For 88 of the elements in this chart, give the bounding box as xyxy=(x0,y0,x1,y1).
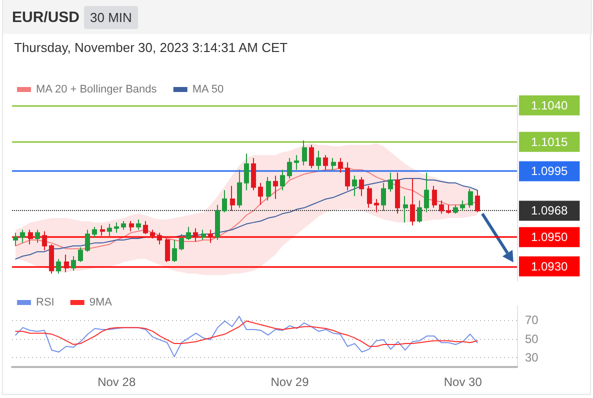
candlestick xyxy=(193,228,198,242)
candlestick xyxy=(294,154,299,170)
candlestick xyxy=(316,150,321,170)
candlestick xyxy=(280,169,285,191)
candlestick xyxy=(403,196,408,223)
candlestick xyxy=(446,204,451,214)
candlestick xyxy=(251,158,256,191)
candlestick xyxy=(345,162,350,191)
candlestick xyxy=(20,229,25,244)
candlestick xyxy=(230,185,235,212)
candlestick xyxy=(121,220,126,230)
y-tick-label: 30 xyxy=(525,350,539,365)
candlestick xyxy=(417,200,422,223)
candlestick xyxy=(136,219,141,230)
candlestick xyxy=(85,229,90,252)
candlestick xyxy=(302,140,307,166)
legend-label: 9MA xyxy=(89,296,113,308)
legend-label: RSI xyxy=(36,296,54,308)
legend-label: MA 50 xyxy=(192,84,224,96)
candlestick xyxy=(222,190,227,213)
candlestick xyxy=(179,234,184,251)
candlestick xyxy=(13,232,18,246)
candlestick xyxy=(244,153,249,191)
x-tick-label: Nov 30 xyxy=(444,375,482,389)
candlestick xyxy=(374,198,379,213)
candlestick xyxy=(42,230,47,251)
candlestick xyxy=(395,172,400,214)
candlestick xyxy=(208,229,213,244)
candlestick xyxy=(64,254,69,273)
legend-label: MA 20 + Bollinger Bands xyxy=(36,84,158,96)
line-series xyxy=(15,316,478,358)
candlestick xyxy=(258,182,263,206)
candlestick xyxy=(35,229,40,244)
candlestick xyxy=(367,185,372,208)
candlestick xyxy=(49,244,54,274)
y-tick-label: 1.0995 xyxy=(531,164,568,178)
candlestick xyxy=(432,185,437,208)
candlestick xyxy=(266,176,271,201)
y-tick-label: 1.1015 xyxy=(531,134,568,149)
chart-subtitle: Thursday, November 30, 2023 3:14:31 AM CET xyxy=(14,40,288,55)
text: 30 MIN xyxy=(84,6,138,29)
candlestick xyxy=(309,144,314,169)
candlestick xyxy=(338,158,343,174)
candlestick xyxy=(143,220,148,235)
candlestick xyxy=(439,200,444,214)
candlestick xyxy=(100,224,105,236)
candlestick xyxy=(388,172,393,192)
candlestick xyxy=(352,175,357,197)
x-tick-label: Nov 29 xyxy=(270,375,310,389)
candlestick xyxy=(468,188,473,208)
line-series xyxy=(15,168,478,250)
candlestick xyxy=(359,176,364,197)
candlestick xyxy=(323,154,328,170)
candlestick xyxy=(157,232,162,245)
candlestick xyxy=(56,258,61,274)
y-tick-label: 1.0930 xyxy=(531,259,568,274)
candlestick xyxy=(186,226,191,241)
candlestick xyxy=(129,220,134,232)
line-series xyxy=(15,320,478,347)
y-tick-label: 1.1040 xyxy=(531,98,568,112)
candlestick xyxy=(287,158,292,180)
candlestick xyxy=(215,204,220,241)
y-tick-label: 1.0968 xyxy=(531,204,568,218)
y-tick-label: 70 xyxy=(525,313,539,328)
y-tick-label: 50 xyxy=(525,332,539,346)
line-series xyxy=(15,178,478,260)
candlestick xyxy=(78,246,83,262)
candlestick xyxy=(424,172,429,213)
candlestick xyxy=(172,240,177,262)
y-tick-label: 1.0950 xyxy=(531,230,568,244)
candlestick xyxy=(453,204,458,214)
candlestick xyxy=(114,222,119,234)
candlestick xyxy=(331,158,336,170)
candlestick xyxy=(381,182,386,212)
candlestick xyxy=(273,175,278,200)
candlestick xyxy=(28,229,33,245)
candlestick xyxy=(107,223,112,238)
candlestick xyxy=(410,178,415,226)
x-tick-label: Nov 28 xyxy=(98,375,136,389)
candlestick xyxy=(92,226,97,238)
candlestick xyxy=(165,238,170,262)
candlestick xyxy=(150,229,155,240)
candlestick xyxy=(201,229,206,241)
candlestick xyxy=(237,169,242,208)
candlestick xyxy=(475,190,480,213)
candlestick xyxy=(71,256,76,272)
chart-title: EUR/USD xyxy=(12,9,80,26)
candlestick xyxy=(460,200,465,212)
